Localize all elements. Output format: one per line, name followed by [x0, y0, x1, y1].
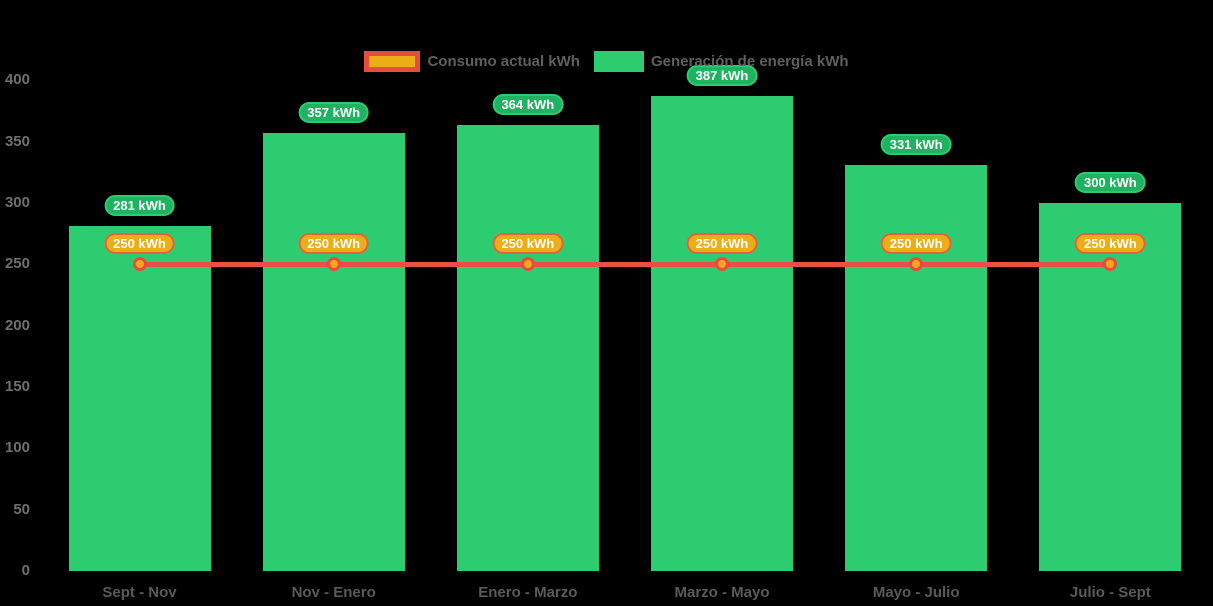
legend-item-generacion[interactable]: Generación de energía kWh — [593, 51, 849, 72]
legend-label-consumo: Consumo actual kWh — [427, 53, 580, 70]
y-axis-tick-label: 400 — [4, 71, 30, 89]
legend-label-generacion: Generación de energía kWh — [650, 53, 849, 70]
line-value-label: 250 kWh — [298, 233, 370, 255]
y-axis-tick-label: 300 — [4, 194, 30, 212]
y-axis-tick-label: 0 — [21, 562, 30, 579]
bar-generacion[interactable] — [456, 124, 599, 571]
bar-value-label: 387 kWh — [686, 65, 758, 87]
x-axis-category-label: Julio - Sept — [1069, 584, 1151, 601]
bar-value-label: 331 kWh — [880, 134, 952, 156]
line-point[interactable] — [326, 257, 341, 272]
consumo-line — [139, 261, 1111, 267]
legend-bar-swatch-icon — [593, 51, 644, 72]
line-point[interactable] — [132, 257, 147, 272]
line-value-label: 250 kWh — [492, 233, 564, 255]
line-point[interactable] — [1103, 257, 1118, 272]
line-value-label: 250 kWh — [1074, 233, 1146, 255]
legend-item-consumo[interactable]: Consumo actual kWh — [364, 51, 580, 72]
bar-value-label: 364 kWh — [492, 93, 564, 115]
legend-line-swatch-icon — [364, 51, 421, 72]
bar-generacion[interactable] — [262, 133, 405, 571]
x-axis-category-label: Mayo - Julio — [872, 584, 960, 601]
line-value-label: 250 kWh — [880, 233, 952, 255]
y-axis-tick-label: 50 — [13, 500, 30, 518]
x-axis-category-label: Enero - Marzo — [478, 584, 578, 601]
bar-generacion[interactable] — [651, 96, 793, 571]
line-point[interactable] — [909, 257, 924, 272]
x-axis-category-label: Nov - Enero — [291, 584, 376, 601]
line-value-label: 250 kWh — [686, 233, 758, 255]
bar-value-label: 281 kWh — [104, 195, 175, 217]
chart-legend: Consumo actual kWh Generación de energía… — [0, 51, 1213, 72]
x-axis-category-label: Sept - Nov — [102, 584, 177, 601]
bar-value-label: 357 kWh — [298, 102, 370, 124]
bar-generacion[interactable] — [845, 165, 988, 571]
line-value-label: 250 kWh — [104, 233, 175, 255]
bar-generacion[interactable] — [68, 226, 211, 571]
bar-value-label: 300 kWh — [1074, 172, 1146, 194]
y-axis-tick-label: 100 — [4, 439, 30, 457]
y-axis-tick-label: 200 — [4, 316, 30, 334]
line-point[interactable] — [715, 257, 729, 272]
y-axis-tick-label: 150 — [4, 378, 30, 396]
y-axis-tick-label: 250 — [4, 255, 30, 273]
y-axis-tick-label: 350 — [4, 132, 30, 150]
x-axis-category-label: Marzo - Mayo — [674, 584, 770, 601]
line-point[interactable] — [520, 257, 535, 272]
